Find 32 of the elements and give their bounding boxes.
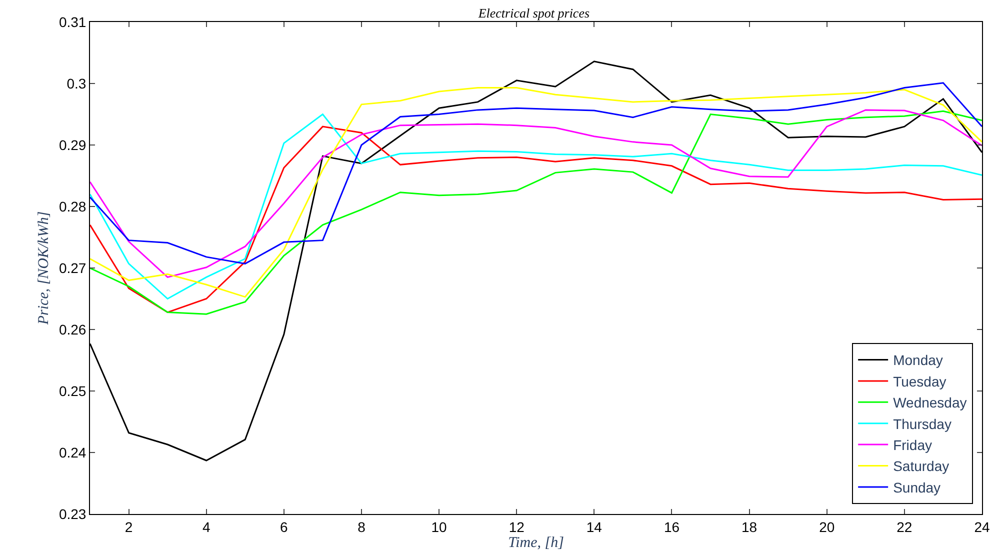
legend-label: Wednesday <box>893 394 967 411</box>
y-tick-label: 0.26 <box>58 321 86 338</box>
y-axis-title: Price, [NOK/kWh] <box>36 211 52 326</box>
y-tick-label: 0.31 <box>58 14 86 30</box>
legend-label: Sunday <box>893 479 941 496</box>
y-tick-label: 0.3 <box>66 75 86 92</box>
legend-label: Monday <box>893 352 943 368</box>
legend-label: Thursday <box>893 416 952 432</box>
x-tick-label: 8 <box>358 518 366 535</box>
x-tick-label: 14 <box>586 518 602 535</box>
x-tick-label: 20 <box>819 518 835 535</box>
x-tick-label: 10 <box>431 518 448 535</box>
x-tick-label: 12 <box>508 518 525 535</box>
legend-label: Tuesday <box>893 373 946 390</box>
x-tick-label: 22 <box>896 518 912 535</box>
y-tick-label: 0.24 <box>58 444 86 460</box>
x-tick-label: 24 <box>974 518 990 535</box>
legend-label: Saturday <box>893 458 950 474</box>
chart-title: Electrical spot prices <box>477 5 590 20</box>
y-tick-label: 0.25 <box>58 382 86 399</box>
x-tick-label: 4 <box>202 518 210 535</box>
y-tick-label: 0.27 <box>58 260 86 276</box>
y-tick-label: 0.28 <box>58 198 86 214</box>
x-tick-label: 6 <box>280 518 288 535</box>
y-tick-label: 0.29 <box>58 136 86 153</box>
x-tick-label: 16 <box>664 518 680 535</box>
line-series <box>90 82 982 264</box>
x-tick-label: 2 <box>124 518 133 535</box>
x-tick-label: 18 <box>742 518 758 535</box>
y-tick-label: 0.23 <box>58 506 86 522</box>
x-axis-title: Time, [h] <box>508 534 564 551</box>
legend-label: Friday <box>893 437 932 454</box>
